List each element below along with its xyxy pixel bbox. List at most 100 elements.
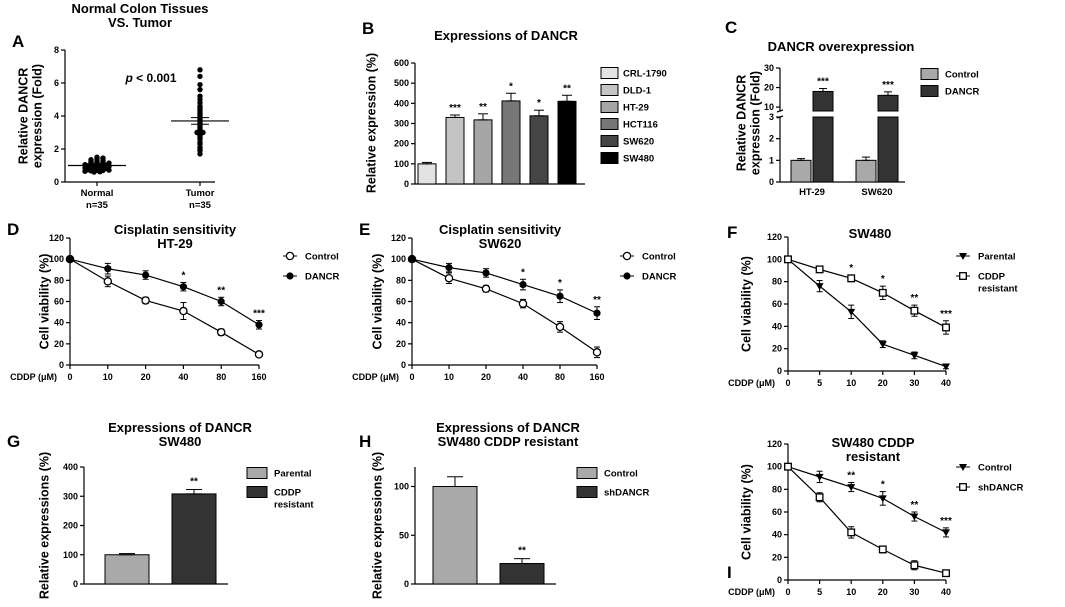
data-point: [444, 273, 454, 283]
x-tick-label: 160: [251, 372, 266, 382]
chart-title: DANCR overexpression: [768, 39, 915, 54]
y-axis-label: Relative expressions (%): [370, 452, 384, 599]
legend-label: Control: [305, 252, 339, 263]
panel-label: A: [12, 32, 24, 51]
legend-label: HCT116: [623, 120, 658, 131]
p-value-annotation: p < 0.001: [124, 71, 176, 85]
y-tick-label: 1: [769, 155, 774, 165]
y-tick-label: 0: [777, 366, 782, 376]
y-tick-label: 500: [394, 78, 409, 88]
bar-hct116: [501, 100, 521, 185]
data-point: [555, 322, 565, 332]
x-tick-label: Normal: [81, 188, 114, 199]
x-tick-label: 0: [785, 378, 790, 388]
y-tick-label: 400: [394, 98, 409, 108]
legend-marker: [959, 253, 967, 260]
x-axis-label-unit: μ: [759, 378, 765, 388]
y-axis-label: Cell viability (%): [739, 464, 753, 560]
data-point: [910, 513, 919, 521]
y-tick-label: 100: [394, 159, 409, 169]
data-point: [254, 350, 264, 359]
data-point: [942, 569, 950, 578]
panel-b: B Expressions of DANCR Relative expression…: [362, 19, 667, 193]
chart-title: SW620: [479, 236, 522, 251]
significance-marker: *: [881, 480, 885, 491]
data-point: [255, 321, 263, 329]
legend-marker: [959, 464, 967, 471]
panel-label: C: [725, 18, 737, 37]
chart-title: VS. Tumor: [108, 15, 172, 30]
data-point: [784, 255, 792, 264]
bar-control: [790, 159, 812, 183]
y-tick-label: 600: [394, 58, 409, 68]
y-axis-label: expression (Fold): [30, 64, 44, 168]
panel-label: B: [362, 19, 374, 38]
data-point: [847, 484, 856, 492]
data-point: [815, 493, 824, 502]
x-tick-label: 20: [141, 372, 151, 382]
legend-label: resistant: [274, 500, 314, 511]
data-point: [66, 255, 74, 263]
data-point: [82, 161, 88, 168]
legend-marker: [622, 251, 632, 261]
x-axis-label-post: M): [765, 378, 776, 388]
y-tick-label: 200: [63, 521, 78, 531]
y-axis-label: Relative expressions (%): [37, 452, 51, 599]
bar-dancr-upper: [877, 94, 899, 112]
y-axis-label: Relative DANCR: [16, 68, 30, 165]
chart-title: HT-29: [157, 236, 192, 251]
x-axis-label: CDDP (μM): [352, 372, 399, 382]
x-axis-label-pre: CDDP (: [10, 372, 41, 382]
series-line: [411, 258, 598, 314]
bar-cddp-resistant: [171, 493, 217, 585]
legend-swatch: [246, 486, 268, 498]
x-tick-label: 0: [67, 372, 72, 382]
data-point: [100, 155, 106, 161]
x-tick-label: 0: [785, 587, 790, 597]
significance-marker: ***: [882, 80, 894, 91]
significance-marker: **: [563, 83, 571, 94]
legend-label: Parental: [978, 252, 1016, 263]
x-tick-label: n=35: [86, 200, 109, 211]
p-threshold: < 0.001: [133, 71, 177, 85]
x-axis-label-pre: CDDP (: [352, 372, 383, 382]
legend-swatch: [600, 118, 619, 130]
significance-marker: **: [593, 295, 601, 306]
legend-label: shDANCR: [604, 488, 650, 499]
data-point: [179, 306, 188, 316]
bar-shdancr: [499, 563, 545, 585]
chart-title: resistant: [846, 449, 901, 464]
y-tick-label: 30: [764, 63, 774, 73]
legend-label: Parental: [274, 469, 312, 480]
data-point: [445, 264, 453, 272]
y-tick-label: 80: [396, 275, 406, 285]
data-point: [197, 73, 203, 80]
x-axis-label: CDDP (μM): [728, 587, 775, 597]
significance-marker: *: [509, 81, 513, 92]
y-tick-label: 100: [767, 462, 782, 472]
data-point: [142, 271, 150, 279]
series-line: [787, 466, 947, 533]
y-tick-label: 400: [63, 462, 78, 472]
data-point: [217, 297, 225, 306]
significance-marker: **: [911, 500, 919, 511]
data-point: [141, 296, 150, 305]
data-point: [518, 299, 528, 308]
data-point: [815, 283, 824, 291]
x-axis-label-post: M): [389, 372, 400, 382]
data-point: [784, 462, 792, 471]
data-point: [942, 529, 950, 537]
panel-label: D: [7, 220, 19, 239]
panel-f: F SW480 Cell viability (%) 0 20 40 60 80 100 120 0…: [727, 223, 1018, 388]
x-tick-label: 20: [481, 372, 491, 382]
bar-dancr-upper: [812, 90, 834, 112]
y-tick-label: 20: [764, 83, 774, 93]
legend-marker: [959, 272, 967, 280]
data-point: [847, 274, 856, 283]
chart-title: SW480 CDDP resistant: [438, 434, 579, 449]
legend-label: HT-29: [623, 103, 649, 114]
